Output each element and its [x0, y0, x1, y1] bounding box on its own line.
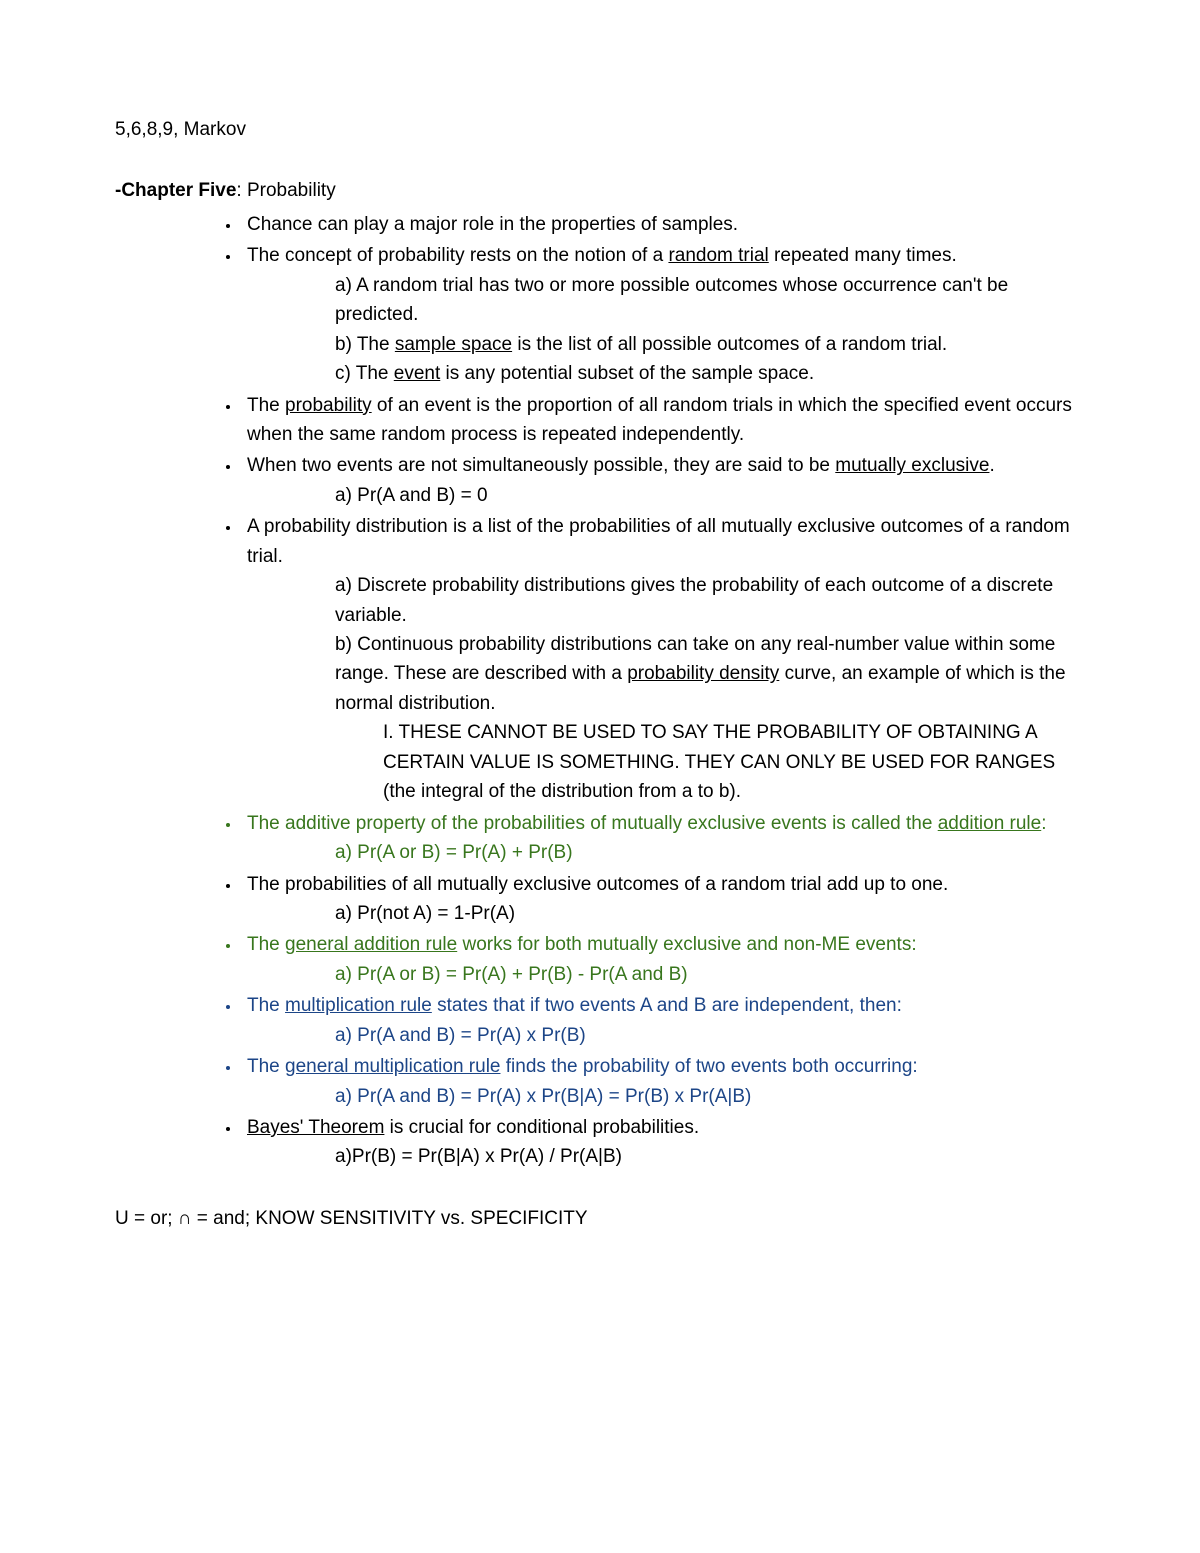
text: b) The: [335, 334, 395, 355]
term-mutually-exclusive: mutually exclusive: [835, 455, 989, 476]
list-item: The general multiplication rule finds th…: [241, 1052, 1085, 1111]
term-multiplication-rule: multiplication rule: [285, 995, 432, 1016]
sub-item: c) The event is any potential subset of …: [247, 359, 1085, 388]
list-item: The concept of probability rests on the …: [241, 241, 1085, 388]
text: states that if two events A and B are in…: [432, 995, 902, 1016]
text: When two events are not simultaneously p…: [247, 455, 835, 476]
text: works for both mutually exclusive and no…: [457, 934, 916, 955]
footer-note: U = or; ∩ = and; KNOW SENSITIVITY vs. SP…: [115, 1204, 1085, 1233]
list-item: Chance can play a major role in the prop…: [241, 210, 1085, 239]
term-probability-density: probability density: [627, 663, 779, 684]
text: The: [247, 934, 285, 955]
term-general-addition-rule: general addition rule: [285, 934, 457, 955]
list-item: The probabilities of all mutually exclus…: [241, 870, 1085, 929]
sub-item: a) Pr(A and B) = Pr(A) x Pr(B|A) = Pr(B)…: [247, 1082, 1085, 1111]
bullet-list: Chance can play a major role in the prop…: [115, 210, 1085, 1172]
list-item: The additive property of the probabiliti…: [241, 809, 1085, 868]
text: The: [247, 995, 285, 1016]
list-item: The probability of an event is the propo…: [241, 391, 1085, 450]
term-event: event: [394, 363, 440, 384]
text: .: [989, 455, 994, 476]
text: The: [247, 395, 285, 416]
term-addition-rule: addition rule: [938, 813, 1042, 834]
text: The additive property of the probabiliti…: [247, 813, 938, 834]
text: A probability distribution is a list of …: [247, 516, 1070, 566]
sub-item: a) Pr(A and B) = 0: [247, 481, 1085, 510]
text: The concept of probability rests on the …: [247, 245, 668, 266]
list-item: A probability distribution is a list of …: [241, 512, 1085, 806]
sub-item: a) Pr(A or B) = Pr(A) + Pr(B) - Pr(A and…: [247, 960, 1085, 989]
text: c) The: [335, 363, 394, 384]
text: The probabilities of all mutually exclus…: [247, 874, 948, 895]
sub-item: a) Pr(A and B) = Pr(A) x Pr(B): [247, 1021, 1085, 1050]
term-bayes-theorem: Bayes' Theorem: [247, 1117, 384, 1138]
term-sample-space: sample space: [395, 334, 512, 355]
term-general-multiplication-rule: general multiplication rule: [285, 1056, 500, 1077]
list-item: When two events are not simultaneously p…: [241, 451, 1085, 510]
text: finds the probability of two events both…: [500, 1056, 917, 1077]
text: is crucial for conditional probabilities…: [384, 1117, 699, 1138]
document-page: 5,6,8,9, Markov -Chapter Five: Probabili…: [0, 0, 1200, 1553]
list-item: Bayes' Theorem is crucial for conditiona…: [241, 1113, 1085, 1172]
text: is the list of all possible outcomes of …: [512, 334, 947, 355]
list-item: The general addition rule works for both…: [241, 930, 1085, 989]
sub-sub-item: I. THESE CANNOT BE USED TO SAY THE PROBA…: [247, 718, 1085, 806]
text: The: [247, 1056, 285, 1077]
sub-item: a) A random trial has two or more possib…: [247, 271, 1085, 330]
sub-item: a) Pr(not A) = 1-Pr(A): [247, 899, 1085, 928]
chapter-label-bold: -Chapter Five: [115, 180, 236, 201]
text: repeated many times.: [769, 245, 957, 266]
sub-item: a) Pr(A or B) = Pr(A) + Pr(B): [247, 838, 1085, 867]
text: is any potential subset of the sample sp…: [440, 363, 814, 384]
list-item: The multiplication rule states that if t…: [241, 991, 1085, 1050]
text: :: [1041, 813, 1046, 834]
term-probability: probability: [285, 395, 372, 416]
header-line: 5,6,8,9, Markov: [115, 115, 1085, 144]
sub-item: b) Continuous probability distributions …: [247, 630, 1085, 718]
sub-item: a) Discrete probability distributions gi…: [247, 571, 1085, 630]
sub-item: a)Pr(B) = Pr(B|A) x Pr(A) / Pr(A|B): [247, 1142, 1085, 1171]
term-random-trial: random trial: [668, 245, 768, 266]
text: Chance can play a major role in the prop…: [247, 214, 738, 235]
chapter-label-rest: : Probability: [236, 180, 335, 201]
chapter-title: -Chapter Five: Probability: [115, 176, 1085, 205]
sub-item: b) The sample space is the list of all p…: [247, 330, 1085, 359]
text: of an event is the proportion of all ran…: [247, 395, 1072, 445]
